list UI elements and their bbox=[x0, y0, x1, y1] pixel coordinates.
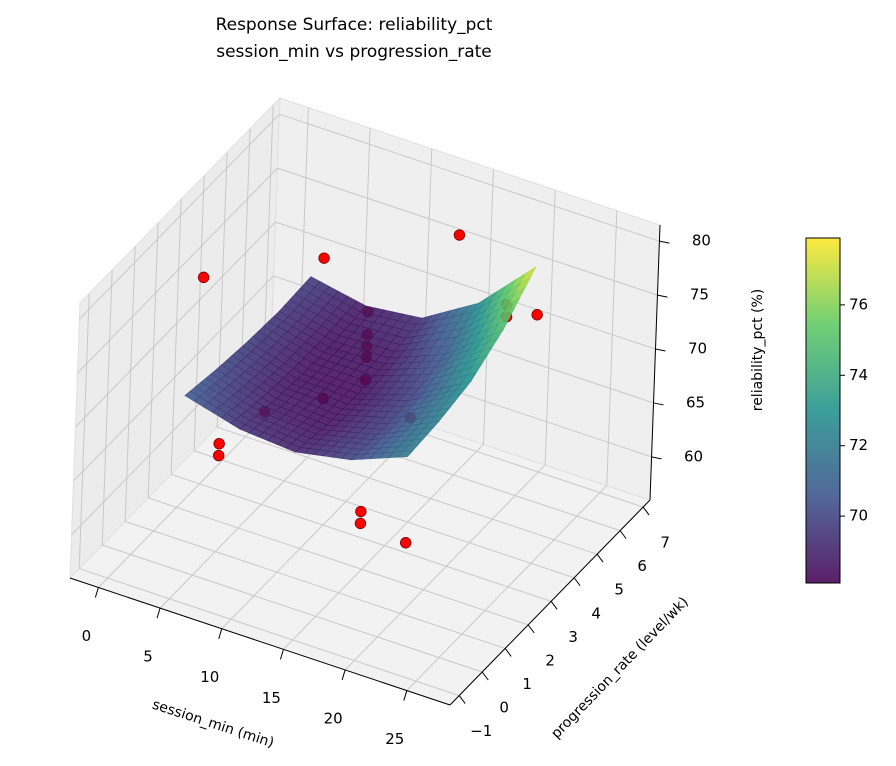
z-tick-label: 75 bbox=[690, 286, 709, 304]
grid-line bbox=[279, 113, 660, 242]
grid-line bbox=[606, 210, 618, 486]
grid-line bbox=[344, 464, 546, 671]
grid-line bbox=[283, 443, 484, 650]
x-tick-label: 10 bbox=[200, 668, 219, 686]
data-point bbox=[453, 229, 466, 241]
grid-line bbox=[124, 246, 136, 522]
data-point bbox=[354, 517, 367, 530]
grid-line bbox=[193, 450, 575, 579]
y-tick-label: 0 bbox=[499, 699, 509, 717]
z-tick bbox=[659, 240, 670, 244]
x-tick bbox=[94, 587, 99, 598]
colorbar-tick-label: 70 bbox=[849, 507, 868, 525]
z-tick bbox=[653, 402, 664, 406]
z-tick bbox=[657, 294, 668, 298]
grid-line bbox=[170, 199, 182, 475]
colorbar-tick-label: 72 bbox=[849, 436, 868, 454]
y-tick bbox=[642, 506, 650, 516]
grid-line bbox=[77, 167, 278, 374]
y-tick bbox=[619, 530, 627, 539]
x-tick-label: 20 bbox=[324, 709, 343, 727]
z-tick bbox=[655, 348, 666, 352]
colorbar bbox=[805, 237, 841, 584]
x-axis-line bbox=[69, 577, 451, 706]
grid-line bbox=[79, 113, 280, 320]
y-tick-label: 5 bbox=[614, 581, 624, 599]
x-tick-label: 0 bbox=[82, 627, 92, 645]
data-point bbox=[531, 309, 543, 321]
chart-subtitle: session_min vs progression_rate bbox=[216, 42, 492, 62]
y-tick bbox=[458, 695, 466, 704]
grid-line bbox=[101, 269, 113, 546]
y-tick-label: −1 bbox=[470, 722, 492, 740]
x-tick-label: 25 bbox=[385, 730, 404, 748]
grid-line bbox=[544, 189, 556, 465]
x-axis-label: session_min (min) bbox=[150, 697, 276, 751]
data-point bbox=[318, 252, 330, 264]
grid-line bbox=[79, 568, 460, 697]
y-tick bbox=[481, 671, 489, 681]
grid-line bbox=[73, 275, 274, 482]
grid-line bbox=[75, 221, 276, 428]
x-tick bbox=[279, 649, 284, 660]
x-tick bbox=[403, 690, 408, 701]
data-point bbox=[213, 438, 225, 450]
y-tick-label: 3 bbox=[568, 628, 578, 646]
grid-line bbox=[277, 167, 658, 296]
grid-line bbox=[170, 473, 552, 602]
z-axis-line bbox=[649, 224, 661, 501]
z-tick-label: 70 bbox=[688, 340, 707, 358]
data-point bbox=[355, 505, 367, 518]
grid-line bbox=[102, 544, 483, 673]
y-tick-label: 4 bbox=[591, 604, 601, 622]
grid-line bbox=[406, 485, 608, 691]
y-tick-label: 1 bbox=[522, 675, 532, 693]
surface-patch bbox=[397, 450, 414, 458]
x-tick-label: 15 bbox=[262, 689, 281, 707]
colorbar-tick-label: 76 bbox=[849, 295, 868, 313]
y-tick bbox=[596, 553, 604, 563]
marks bbox=[184, 229, 543, 549]
x-tick-label: 5 bbox=[143, 648, 153, 666]
y-tick bbox=[573, 577, 581, 587]
x-tick bbox=[218, 628, 223, 639]
z-tick bbox=[651, 456, 662, 460]
data-point bbox=[197, 271, 210, 284]
y-axis-label: progression_rate (level/wk) bbox=[548, 594, 692, 742]
colorbar-tick-label: 74 bbox=[849, 366, 868, 384]
grid-line bbox=[147, 222, 159, 498]
z-axis-label: reliability_pct (%) bbox=[750, 289, 766, 412]
grid-line bbox=[193, 175, 205, 451]
y-axis-line bbox=[449, 499, 651, 706]
data-point bbox=[400, 537, 412, 549]
grid-line bbox=[78, 293, 90, 569]
z-tick-label: 60 bbox=[684, 447, 703, 465]
grid-line bbox=[125, 520, 506, 649]
y-tick bbox=[504, 648, 512, 657]
y-tick bbox=[550, 601, 558, 610]
y-tick-label: 6 bbox=[637, 557, 647, 575]
z-tick-label: 65 bbox=[686, 393, 705, 411]
y-tick-label: 2 bbox=[545, 651, 555, 669]
grid-line bbox=[275, 221, 656, 350]
x-tick bbox=[341, 669, 346, 681]
y-tick-label: 7 bbox=[660, 534, 670, 552]
data-point bbox=[213, 449, 225, 462]
grid-line bbox=[216, 426, 598, 555]
x-tick bbox=[156, 607, 161, 619]
z-tick-label: 80 bbox=[692, 232, 711, 250]
chart-title: Response Surface: reliability_pct bbox=[216, 15, 493, 35]
grid-line bbox=[148, 497, 529, 626]
y-tick bbox=[527, 624, 535, 634]
